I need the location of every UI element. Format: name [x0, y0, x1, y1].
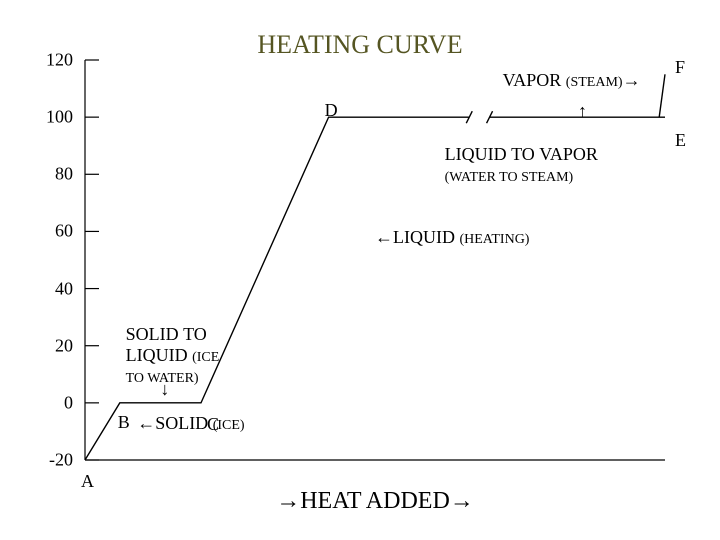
x-axis-label: →HEAT ADDED→: [85, 488, 665, 515]
y-tick-label: 120: [0, 50, 73, 71]
annotation-vapor: VAPOR (STEAM)→: [503, 70, 641, 91]
annotation-up-arrow: ↑: [578, 101, 587, 122]
y-tick-label: 0: [0, 392, 73, 413]
point-label-f: F: [675, 57, 685, 78]
annotation-liquid-heating: ←LIQUID (HEATING): [375, 227, 529, 248]
annotation-solid-to-liquid: SOLID TOLIQUID (ICETO WATER): [126, 324, 220, 387]
annotation-down-arrow: ↓: [160, 379, 169, 400]
heating-curve: [85, 117, 469, 460]
y-tick-label: 100: [0, 107, 73, 128]
annotation-solid-ice: ←SOLID (ICE): [137, 413, 244, 434]
point-label-d: D: [325, 100, 338, 121]
y-tick-label: 60: [0, 221, 73, 242]
y-tick-label: 80: [0, 164, 73, 185]
y-tick-label: -20: [0, 450, 73, 471]
point-label-b: B: [118, 412, 130, 433]
heating-curve: [659, 74, 665, 117]
y-tick-label: 20: [0, 335, 73, 356]
y-tick-label: 40: [0, 278, 73, 299]
point-label-e: E: [675, 130, 686, 151]
annotation-liq-to-vapor: LIQUID TO VAPOR(WATER TO STEAM): [445, 144, 598, 186]
